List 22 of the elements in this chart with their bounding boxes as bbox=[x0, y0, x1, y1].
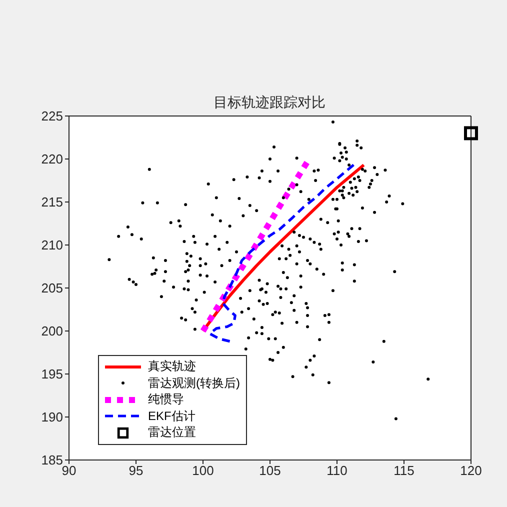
y-tick-label: 220 bbox=[41, 152, 63, 167]
x-tick-label: 95 bbox=[128, 463, 144, 478]
x-tick-label: 90 bbox=[62, 463, 76, 478]
x-tick-label: 105 bbox=[259, 463, 281, 478]
legend-label: EKF估计 bbox=[148, 408, 196, 425]
y-tick-label: 200 bbox=[41, 324, 63, 339]
y-tick-label: 205 bbox=[41, 280, 63, 296]
legend-label: 雷达位置 bbox=[148, 424, 196, 442]
y-tick-label: 190 bbox=[41, 410, 63, 425]
x-tick-label: 100 bbox=[192, 463, 214, 478]
legend-label: 纯惯导 bbox=[148, 391, 184, 408]
chart-title: 目标轨迹跟踪对比 bbox=[212, 93, 326, 111]
x-tick-label: 110 bbox=[326, 463, 348, 478]
y-tick-label: 215 bbox=[41, 194, 63, 210]
y-tick-label: 185 bbox=[41, 452, 63, 468]
y-tick-label: 225 bbox=[41, 108, 63, 124]
legend-label: 雷达观测(转换后) bbox=[148, 374, 240, 392]
y-tick-label: 210 bbox=[41, 238, 63, 253]
x-tick-label: 115 bbox=[394, 463, 414, 478]
y-tick-label: 195 bbox=[41, 366, 63, 382]
x-tick-label: 120 bbox=[460, 463, 482, 478]
legend-label: 真实轨迹 bbox=[148, 358, 196, 376]
